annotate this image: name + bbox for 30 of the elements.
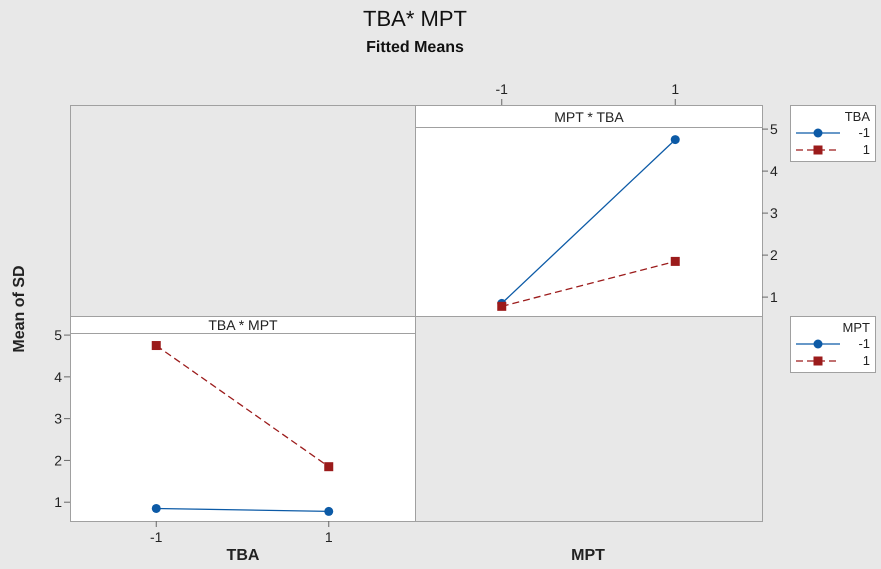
point (497, 302, 506, 311)
point (670, 256, 680, 266)
y-tick-label: 5 (770, 121, 778, 138)
x-axis-title: TBA (226, 547, 260, 565)
y-tick-label: 4 (770, 163, 778, 180)
x-axis-title: MPT (570, 547, 606, 565)
y-tick-label: 1 (54, 494, 62, 510)
point (670, 135, 680, 144)
y-tick-label: 1 (770, 289, 778, 306)
y-axis-title: Mean of SD (11, 264, 29, 355)
chart-subtitle: Fitted Means (365, 39, 465, 57)
point (324, 506, 334, 516)
point (324, 462, 334, 472)
text: MPT * TBA (554, 109, 624, 125)
y-tick-label: 2 (54, 452, 62, 468)
point (152, 504, 161, 513)
point (152, 341, 161, 350)
legend-title: TBA (844, 109, 870, 124)
y-tick-label: 2 (770, 247, 778, 264)
y-tick-label: 3 (54, 410, 62, 427)
y-tick-label: 4 (54, 368, 62, 385)
y-tick-label: 5 (54, 327, 62, 344)
legend-title: MPT (842, 320, 870, 335)
chart-title: TBA* MPT (362, 6, 468, 32)
y-tick-label: 3 (770, 205, 778, 222)
text: TBA * MPT (208, 317, 278, 333)
legend-label: -1 (857, 125, 870, 140)
legend-label: 1 (862, 142, 870, 157)
legend-label: -1 (857, 336, 870, 351)
legend-label: 1 (862, 353, 870, 368)
